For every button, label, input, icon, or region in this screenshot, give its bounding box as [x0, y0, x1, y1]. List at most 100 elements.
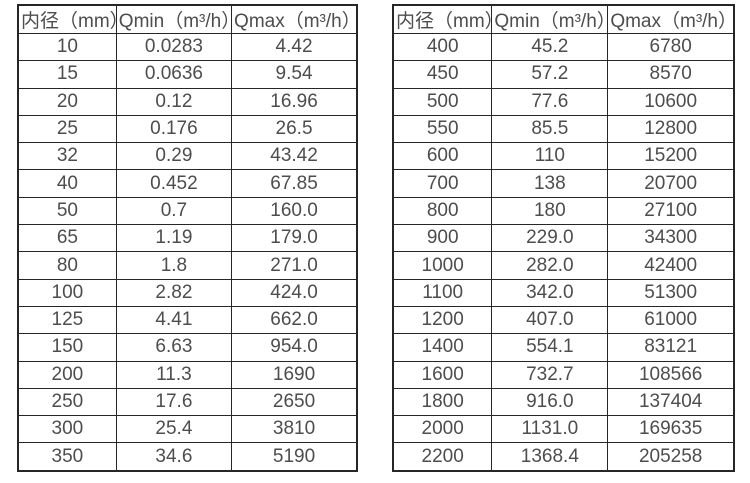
table-cell: 138 [491, 169, 609, 198]
table-cell: 0.0636 [115, 60, 233, 89]
flow-table-small-diameters: 内径（mm） Qmin（m³/h） Qmax（m³/h） 100.02834.4… [17, 4, 358, 472]
table-cell: 6.63 [115, 333, 233, 362]
table-cell: 110 [491, 142, 609, 171]
table-cell: 0.0283 [115, 32, 233, 62]
table-cell: 125 [17, 305, 117, 335]
table-row: 150 6.63 954.0 [17, 333, 358, 362]
table-cell: 600 [392, 142, 493, 171]
table-cell: 16.96 [231, 87, 358, 116]
table-cell: 25 [17, 114, 117, 144]
table-cell: 400 [392, 32, 493, 62]
table-cell: 20700 [607, 169, 735, 198]
table-cell: 160.0 [231, 196, 358, 226]
table-row: 1600 732.7 108566 [392, 360, 735, 389]
table-cell: 12800 [607, 114, 735, 144]
table-cell: 9.54 [231, 60, 358, 89]
table-row: 400 45.2 6780 [392, 32, 735, 62]
table-cell: 916.0 [491, 387, 609, 417]
header-qmin: Qmin（m³/h） [491, 4, 609, 34]
table-cell: 1131.0 [491, 415, 609, 444]
table-cell: 169635 [607, 415, 735, 444]
table-row: 15 0.0636 9.54 [17, 60, 358, 89]
table-row: 125 4.41 662.0 [17, 305, 358, 335]
table-row: 250 17.6 2650 [17, 387, 358, 417]
table-cell: 200 [17, 360, 117, 389]
table-cell: 42400 [607, 251, 735, 280]
table-cell: 0.452 [115, 169, 233, 198]
table-row: 300 25.4 3810 [17, 415, 358, 444]
table-cell: 2200 [392, 442, 493, 472]
flow-table-large-diameters: 内径（mm） Qmin（m³/h） Qmax（m³/h） 40045.26780… [392, 4, 735, 472]
table-cell: 662.0 [231, 305, 358, 335]
table-cell: 108566 [607, 360, 735, 389]
table-cell: 900 [392, 224, 493, 253]
table-cell: 20 [17, 87, 117, 116]
table-row: 1000 282.0 42400 [392, 251, 735, 280]
table-cell: 1600 [392, 360, 493, 389]
header-qmax: Qmax（m³/h） [231, 4, 358, 34]
table-cell: 250 [17, 387, 117, 417]
table-cell: 424.0 [231, 278, 358, 307]
table-row: 1100 342.0 51300 [392, 278, 735, 307]
table-cell: 43.42 [231, 142, 358, 171]
table-cell: 450 [392, 60, 493, 89]
table-row: 1200 407.0 61000 [392, 305, 735, 335]
table-cell: 2000 [392, 415, 493, 444]
table-cell: 51300 [607, 278, 735, 307]
table-cell: 1800 [392, 387, 493, 417]
table-cell: 67.85 [231, 169, 358, 198]
table-cell: 4.42 [231, 32, 358, 62]
table-cell: 40 [17, 169, 117, 198]
table-row: 800 180 27100 [392, 196, 735, 226]
table-cell: 34.6 [115, 442, 233, 472]
table-cell: 954.0 [231, 333, 358, 362]
table-cell: 77.6 [491, 87, 609, 116]
table-cell: 732.7 [491, 360, 609, 389]
table-row: 50 0.7 160.0 [17, 196, 358, 226]
table-cell: 700 [392, 169, 493, 198]
table-cell: 2.82 [115, 278, 233, 307]
table-cell: 4.41 [115, 305, 233, 335]
table-row: 20 0.12 16.96 [17, 87, 358, 116]
table-row: 700 138 20700 [392, 169, 735, 198]
table-row: 40 0.452 67.85 [17, 169, 358, 198]
table-header-row: 内径（mm） Qmin（m³/h） Qmax（m³/h） [17, 4, 358, 34]
table-cell: 554.1 [491, 333, 609, 362]
table-cell: 32 [17, 142, 117, 171]
table-cell: 137404 [607, 387, 735, 417]
table-cell: 2650 [231, 387, 358, 417]
table-cell: 25.4 [115, 415, 233, 444]
table-cell: 27100 [607, 196, 735, 226]
table-cell: 550 [392, 114, 493, 144]
table-cell: 350 [17, 442, 117, 472]
table-cell: 271.0 [231, 251, 358, 280]
table-cell: 11.3 [115, 360, 233, 389]
table-cell: 57.2 [491, 60, 609, 89]
table-cell: 0.7 [115, 196, 233, 226]
table-cell: 50 [17, 196, 117, 226]
table-cell: 205258 [607, 442, 735, 472]
table-cell: 0.12 [115, 87, 233, 116]
table-cell: 342.0 [491, 278, 609, 307]
table-cell: 1200 [392, 305, 493, 335]
table-cell: 282.0 [491, 251, 609, 280]
table-cell: 34300 [607, 224, 735, 253]
table-cell: 800 [392, 196, 493, 226]
header-qmin: Qmin（m³/h） [115, 4, 233, 34]
table-row: 1800 916.0 137404 [392, 387, 735, 417]
table-cell: 26.5 [231, 114, 358, 144]
table-cell: 407.0 [491, 305, 609, 335]
table-row: 10 0.0283 4.42 [17, 32, 358, 62]
table-row: 200 11.3 1690 [17, 360, 358, 389]
table-cell: 1690 [231, 360, 358, 389]
table-row: 1400 554.1 83121 [392, 333, 735, 362]
table-cell: 300 [17, 415, 117, 444]
table-cell: 45.2 [491, 32, 609, 62]
table-header-row: 内径（mm） Qmin（m³/h） Qmax（m³/h） [392, 4, 735, 34]
table-row: 600 110 15200 [392, 142, 735, 171]
table-cell: 1000 [392, 251, 493, 280]
table-row: 550 85.5 12800 [392, 114, 735, 144]
table-cell: 100 [17, 278, 117, 307]
header-inner-diameter: 内径（mm） [392, 4, 493, 34]
